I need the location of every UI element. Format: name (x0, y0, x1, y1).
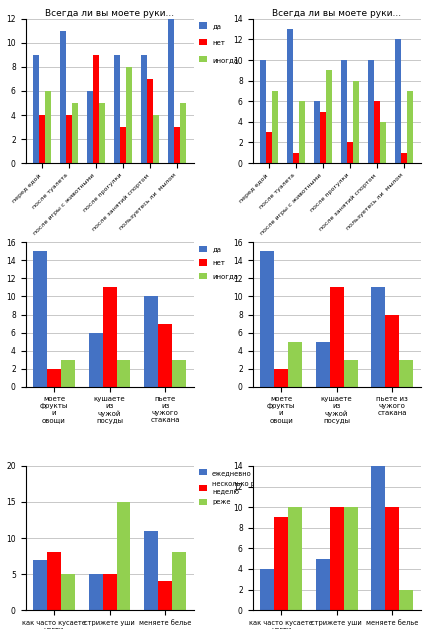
Bar (266, 132, 272, 163)
Bar (368, 60, 374, 163)
Bar (174, 127, 180, 163)
Bar (61, 574, 75, 610)
Bar (287, 29, 293, 163)
Bar (272, 91, 278, 163)
Bar (39, 115, 45, 163)
Bar (120, 127, 126, 163)
Bar (274, 518, 288, 610)
Bar (147, 79, 153, 163)
Bar (45, 91, 51, 163)
Legend: да, нет, иногда: да, нет, иногда (199, 23, 239, 63)
Bar (33, 252, 47, 387)
Title: Всегда ли вы моете руки...: Всегда ли вы моете руки... (45, 9, 174, 18)
Bar (399, 360, 413, 387)
Bar (60, 31, 66, 163)
Bar (116, 502, 130, 610)
Bar (395, 40, 401, 163)
Bar (153, 115, 159, 163)
Bar (385, 314, 399, 387)
Bar (141, 55, 147, 163)
Bar (172, 360, 186, 387)
Bar (374, 101, 380, 163)
Bar (407, 91, 413, 163)
Bar (299, 101, 305, 163)
Bar (347, 143, 353, 163)
Bar (401, 153, 407, 163)
Bar (89, 333, 103, 387)
Bar (326, 70, 332, 163)
Bar (260, 569, 274, 610)
Bar (380, 122, 386, 163)
Bar (116, 360, 130, 387)
Bar (93, 55, 99, 163)
Bar (180, 103, 186, 163)
Bar (144, 531, 158, 610)
Bar (47, 552, 61, 610)
Bar (316, 342, 330, 387)
Bar (288, 342, 302, 387)
Bar (330, 507, 343, 610)
Bar (99, 103, 105, 163)
Bar (144, 296, 158, 387)
Bar (158, 323, 172, 387)
Bar (47, 369, 61, 387)
Legend: ежедневно, несколько раз в
неделю, реже: ежедневно, несколько раз в неделю, реже (199, 469, 269, 506)
Bar (126, 67, 132, 163)
Bar (385, 507, 399, 610)
Legend: да, нет, иногда: да, нет, иногда (199, 246, 239, 279)
Bar (274, 369, 288, 387)
Bar (293, 153, 299, 163)
Bar (66, 115, 72, 163)
Bar (103, 287, 116, 387)
Bar (33, 55, 39, 163)
Bar (103, 574, 116, 610)
Bar (72, 103, 78, 163)
Bar (288, 507, 302, 610)
Bar (371, 287, 385, 387)
Title: Всегда ли вы моете руки...: Всегда ли вы моете руки... (272, 9, 401, 18)
Bar (260, 60, 266, 163)
Bar (343, 360, 357, 387)
Bar (33, 560, 47, 610)
Bar (316, 559, 330, 610)
Bar (172, 552, 186, 610)
Bar (314, 101, 320, 163)
Bar (61, 360, 75, 387)
Bar (353, 81, 359, 163)
Bar (330, 287, 343, 387)
Bar (320, 111, 326, 163)
Bar (343, 507, 357, 610)
Bar (87, 91, 93, 163)
Bar (260, 252, 274, 387)
Bar (168, 19, 174, 163)
Bar (158, 581, 172, 610)
Bar (89, 574, 103, 610)
Bar (399, 589, 413, 610)
Bar (371, 404, 385, 610)
Bar (114, 55, 120, 163)
Bar (341, 60, 347, 163)
